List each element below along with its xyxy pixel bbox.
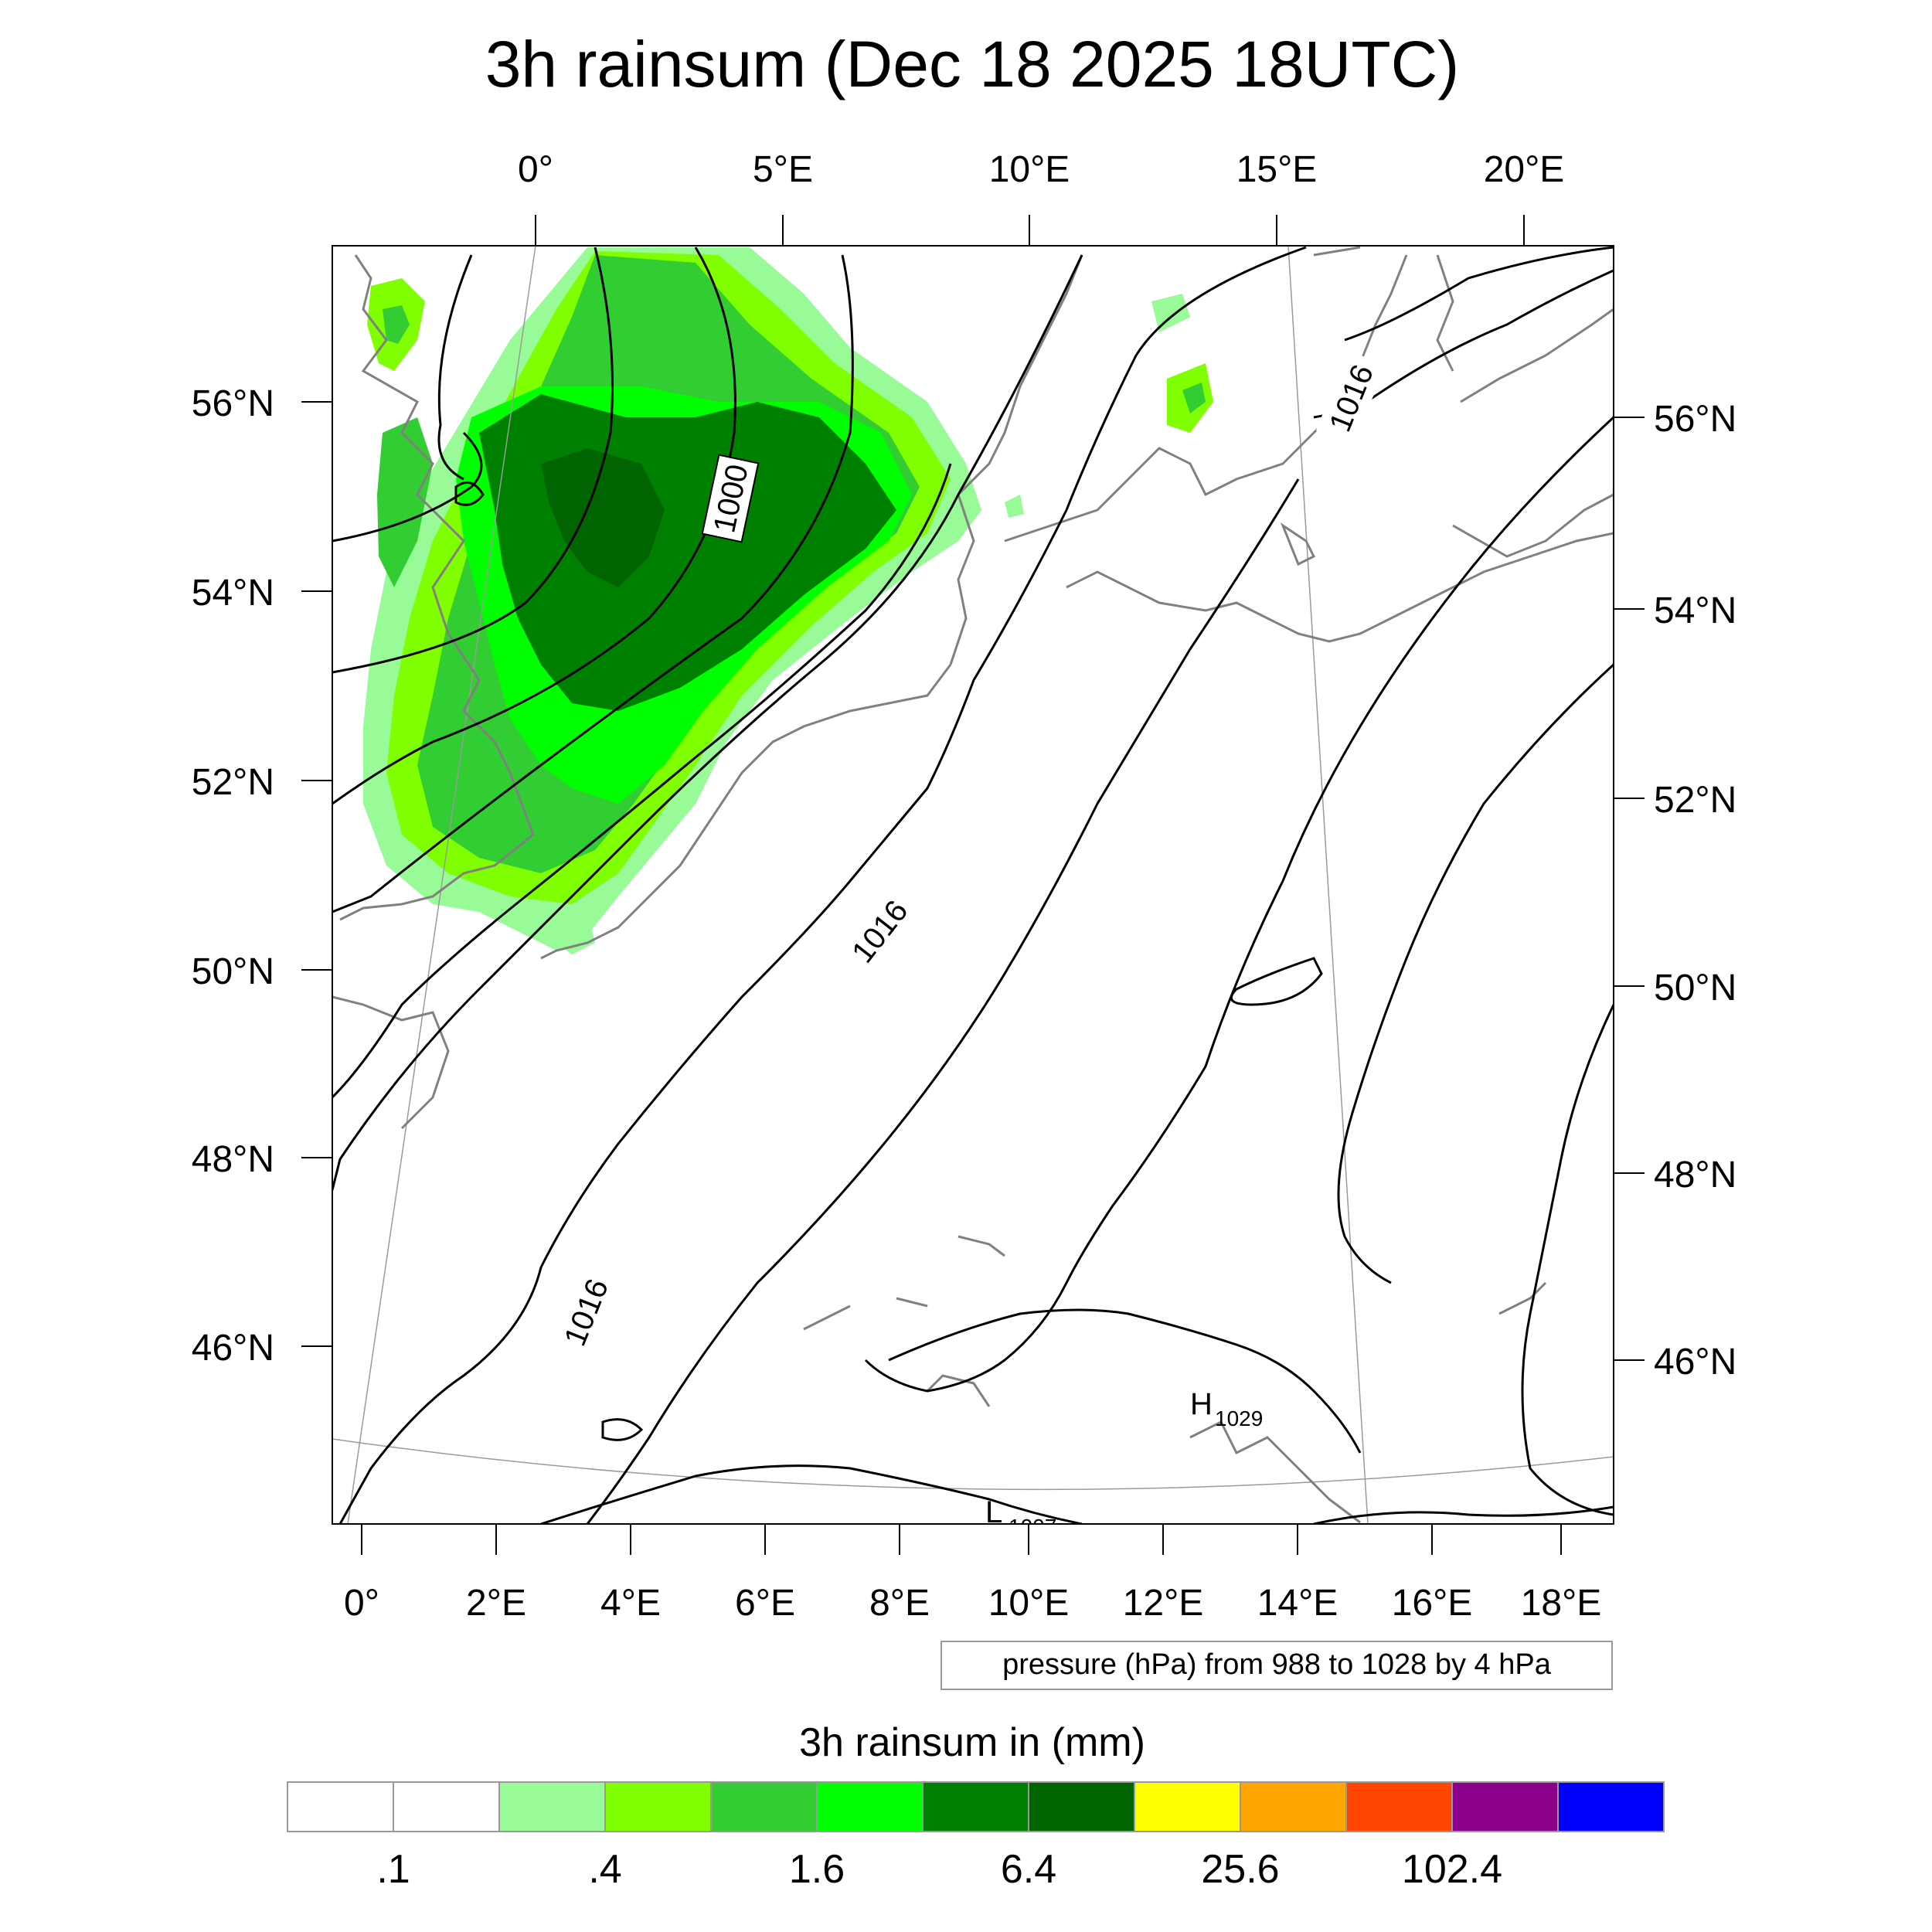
left-latitude-axis: 56°N 54°N 52°N 50°N 48°N 46°N <box>192 383 332 1369</box>
svg-text:L: L <box>985 1495 1002 1529</box>
isobar-line <box>1230 957 1323 1006</box>
rain-area-darkgreen <box>541 448 665 587</box>
isobar-ring <box>601 1418 644 1441</box>
top-longitude-axis: 0° 5°E 10°E 15°E 20°E <box>518 149 1564 246</box>
svg-text:pressure (hPa) from 988 to 102: pressure (hPa) from 988 to 1028 by 4 hPa <box>1002 1648 1552 1681</box>
isobar-line <box>1521 1004 1614 1516</box>
bottom-lon-label: 2°E <box>466 1583 526 1624</box>
isobar-line <box>332 254 854 913</box>
bottom-lon-label: 0° <box>344 1583 379 1624</box>
rain-cell-denmark <box>1005 495 1024 518</box>
colorbar-swatch <box>710 1781 818 1832</box>
right-latitude-axis: 56°N 54°N 52°N 50°N 48°N 46°N <box>1614 399 1736 1383</box>
isobar-line <box>864 416 1614 1393</box>
colorbar-swatch <box>604 1781 712 1832</box>
top-lon-label: 5°E <box>753 149 813 190</box>
colorbar-tick-label: 25.6 <box>1201 1847 1279 1892</box>
bottom-lon-label: 8°E <box>869 1583 930 1624</box>
isobar-line <box>888 1308 1362 1454</box>
colorbar-swatch <box>287 1781 394 1832</box>
colorbar-tick-label: 6.4 <box>1001 1847 1056 1892</box>
rain-cell-west <box>377 417 433 587</box>
isobar-line <box>332 431 483 543</box>
right-lat-label: 46°N <box>1654 1342 1736 1383</box>
bottom-longitude-axis: 0° 2°E 4°E 6°E 8°E 10°E 12°E 14°E 16°E 1… <box>344 1524 1601 1624</box>
bottom-lon-label: 6°E <box>735 1583 795 1624</box>
top-lon-label: 15°E <box>1236 149 1318 190</box>
colorbar-swatch <box>1345 1781 1453 1832</box>
bottom-lon-label: 10°E <box>988 1583 1070 1624</box>
colorbar-tick-label: .4 <box>588 1847 621 1892</box>
left-lat-label: 56°N <box>192 383 274 424</box>
right-lat-label: 56°N <box>1654 399 1736 440</box>
right-lat-label: 54°N <box>1654 590 1736 631</box>
bottom-lon-label: 4°E <box>600 1583 661 1624</box>
coastlines <box>332 246 1614 1524</box>
isobar-line <box>332 247 614 674</box>
graticule <box>332 246 1614 1524</box>
colorbar-swatch <box>498 1781 606 1832</box>
isobar-ring <box>454 481 485 506</box>
isobar-1016-west <box>338 246 1307 1524</box>
isobar-line <box>1337 663 1614 1284</box>
colorbar-swatch <box>1451 1781 1559 1832</box>
colorbar-swatch <box>816 1781 923 1832</box>
isobars <box>332 246 1614 1524</box>
bottom-lon-label: 12°E <box>1123 1583 1204 1624</box>
contour-label-1000: 1000 <box>701 454 760 543</box>
rain-cell-sweden-core <box>1182 383 1206 413</box>
low-pressure-marker: L 1007 <box>985 1495 1056 1539</box>
rain-cell-north <box>1151 294 1190 332</box>
isobar-line <box>586 478 1300 1524</box>
map-title: 3h rainsum (Dec 18 2025 18UTC) <box>485 28 1460 100</box>
svg-text:1007: 1007 <box>1009 1515 1056 1539</box>
left-lat-label: 50°N <box>192 951 274 992</box>
bottom-lon-label: 14°E <box>1257 1583 1338 1624</box>
colorbar-swatch <box>1134 1781 1241 1832</box>
svg-text:1029: 1029 <box>1215 1406 1263 1430</box>
colorbar-swatch <box>1240 1781 1347 1832</box>
top-lon-label: 10°E <box>989 149 1070 190</box>
right-lat-label: 52°N <box>1654 780 1736 821</box>
high-pressure-marker: H 1029 <box>1190 1387 1263 1430</box>
isobar-line <box>1344 269 1614 419</box>
colorbar <box>287 1781 1665 1832</box>
left-lat-label: 48°N <box>192 1139 274 1180</box>
rain-cell-northwest-core <box>383 305 410 344</box>
left-lat-label: 46°N <box>192 1328 274 1369</box>
colorbar-swatch <box>1557 1781 1665 1832</box>
colorbar-title: 3h rainsum in (mm) <box>799 1720 1145 1765</box>
right-lat-label: 48°N <box>1654 1155 1736 1196</box>
colorbar-tick-label: 102.4 <box>1402 1847 1502 1892</box>
colorbar-swatch <box>922 1781 1029 1832</box>
bottom-lon-label: 16°E <box>1392 1583 1473 1624</box>
bottom-lon-label: 18°E <box>1521 1583 1602 1624</box>
top-lon-label: 0° <box>518 149 553 190</box>
isobar-line <box>540 1464 1083 1524</box>
isobar-line <box>332 247 736 805</box>
colorbar-swatch <box>393 1781 500 1832</box>
left-lat-label: 54°N <box>192 573 274 614</box>
pressure-note: pressure (hPa) from 988 to 1028 by 4 hPa <box>940 1641 1613 1690</box>
precipitation-field <box>363 247 1213 954</box>
top-lon-label: 20°E <box>1484 149 1565 190</box>
map-frame <box>332 245 1614 1525</box>
colorbar-tick-labels: .1 .4 1.6 6.4 25.6 102.4 <box>376 1847 1502 1892</box>
colorbar-tick-label: 1.6 <box>789 1847 845 1892</box>
isobar-line <box>332 254 1083 1191</box>
colorbar-swatch <box>1028 1781 1135 1832</box>
isobar-line <box>437 254 473 481</box>
colorbar-tick-label: .1 <box>376 1847 410 1892</box>
right-lat-label: 50°N <box>1654 968 1736 1009</box>
map-panel: 1000 1016 1016 1016 H 1029 L 1007 <box>332 245 1614 1539</box>
svg-text:H: H <box>1190 1387 1213 1421</box>
isobar-line <box>332 463 952 1099</box>
left-lat-label: 52°N <box>192 762 274 803</box>
isobar-line <box>1313 1505 1614 1524</box>
